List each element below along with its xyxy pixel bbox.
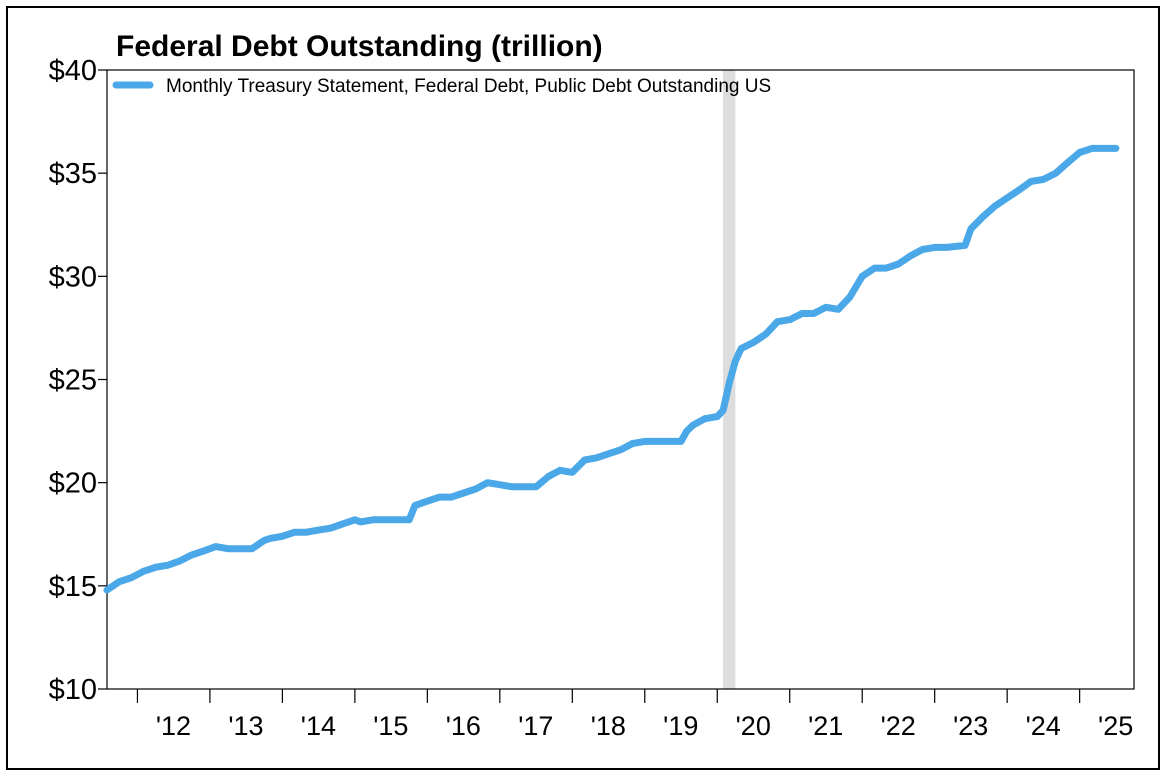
legend: Monthly Treasury Statement, Federal Debt… bbox=[112, 76, 771, 97]
x-tick-label: '23 bbox=[953, 711, 988, 741]
x-tick-label: '18 bbox=[591, 711, 626, 741]
x-tick-label: '21 bbox=[808, 711, 843, 741]
y-tick-label: $30 bbox=[49, 261, 97, 293]
legend-label: Monthly Treasury Statement, Federal Debt… bbox=[166, 76, 771, 97]
x-tick-label: '24 bbox=[1026, 711, 1061, 741]
y-tick-label: $40 bbox=[49, 55, 97, 87]
x-axis: '12 '13 '14 '15 '16 '17 '18 '19 '20 '21 '22 '23 '24 '… bbox=[136, 689, 1133, 741]
y-tick-label: $10 bbox=[49, 674, 97, 706]
y-axis: $10 $15 $20 $25 $30 $35 $40 bbox=[49, 55, 107, 706]
y-tick-label: $35 bbox=[49, 158, 97, 190]
y-tick-label: $15 bbox=[49, 571, 97, 603]
series-line-public-debt bbox=[103, 144, 1120, 594]
plot-area bbox=[106, 69, 1135, 690]
y-tick-label: $20 bbox=[49, 468, 97, 500]
x-tick-label: '16 bbox=[446, 711, 481, 741]
x-tick-label: '20 bbox=[736, 711, 771, 741]
x-tick-label: '19 bbox=[663, 711, 698, 741]
x-tick-label: '14 bbox=[301, 711, 336, 741]
x-tick-label: '17 bbox=[518, 711, 553, 741]
x-tick-label: '13 bbox=[228, 711, 263, 741]
chart-frame bbox=[6, 6, 1160, 770]
y-tick-label: $25 bbox=[49, 365, 97, 397]
chart-title: Federal Debt Outstanding (trillion) bbox=[116, 30, 603, 63]
x-tick-label: '25 bbox=[1098, 711, 1133, 741]
x-tick-label: '15 bbox=[373, 711, 408, 741]
x-tick-label: '12 bbox=[156, 711, 191, 741]
x-tick-label: '22 bbox=[881, 711, 916, 741]
